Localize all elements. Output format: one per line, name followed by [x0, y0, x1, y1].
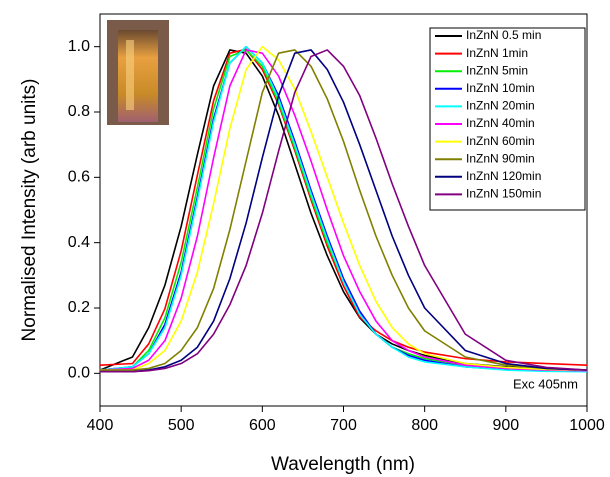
x-tick-label: 800: [411, 417, 438, 434]
x-axis-title: Wavelength (nm): [271, 454, 415, 475]
series-line: [99, 45, 588, 373]
y-tick-label: 0.0: [68, 365, 90, 382]
series-line: [100, 45, 588, 371]
annotation: Exc 405nm: [513, 376, 578, 391]
x-tick-label: 600: [249, 417, 276, 434]
legend-box: [429, 27, 586, 211]
x-tick-label: 400: [87, 417, 114, 434]
y-tick-label: 0.8: [68, 103, 90, 120]
series-line: [99, 49, 588, 372]
inset-photo: [107, 20, 169, 125]
y-tick-label: 0.4: [68, 234, 90, 251]
legend-label: InZnN 120min: [466, 169, 541, 183]
legend-label: InZnN 10min: [466, 81, 535, 95]
legend-label: InZnN 5min: [466, 63, 528, 77]
series-line: [100, 49, 588, 373]
legend-label: InZnN 20min: [466, 99, 535, 113]
series-line: [100, 49, 588, 371]
y-tick-label: 0.2: [68, 299, 90, 316]
legend-label: InZnN 150min: [466, 187, 541, 201]
x-tick-label: 1000: [569, 417, 605, 434]
legend-label: InZnN 0.5 min: [466, 28, 541, 42]
legend-label: InZnN 90min: [466, 151, 535, 165]
y-tick-label: 0.6: [68, 169, 90, 186]
series-line: [99, 49, 588, 372]
x-tick-label: 900: [492, 417, 519, 434]
x-tick-label: 700: [330, 417, 357, 434]
series-line: [100, 49, 588, 373]
y-tick-label: 1.0: [68, 38, 90, 55]
series-line: [99, 48, 588, 366]
legend-label: InZnN 40min: [466, 116, 535, 130]
legend-label: InZnN 60min: [466, 134, 535, 148]
series-line: [99, 49, 588, 371]
y-axis-title: Normalised Intensity (arb units): [19, 79, 40, 342]
x-tick-label: 500: [168, 417, 195, 434]
legend-label: InZnN 1min: [466, 46, 528, 60]
series-line: [99, 45, 588, 373]
